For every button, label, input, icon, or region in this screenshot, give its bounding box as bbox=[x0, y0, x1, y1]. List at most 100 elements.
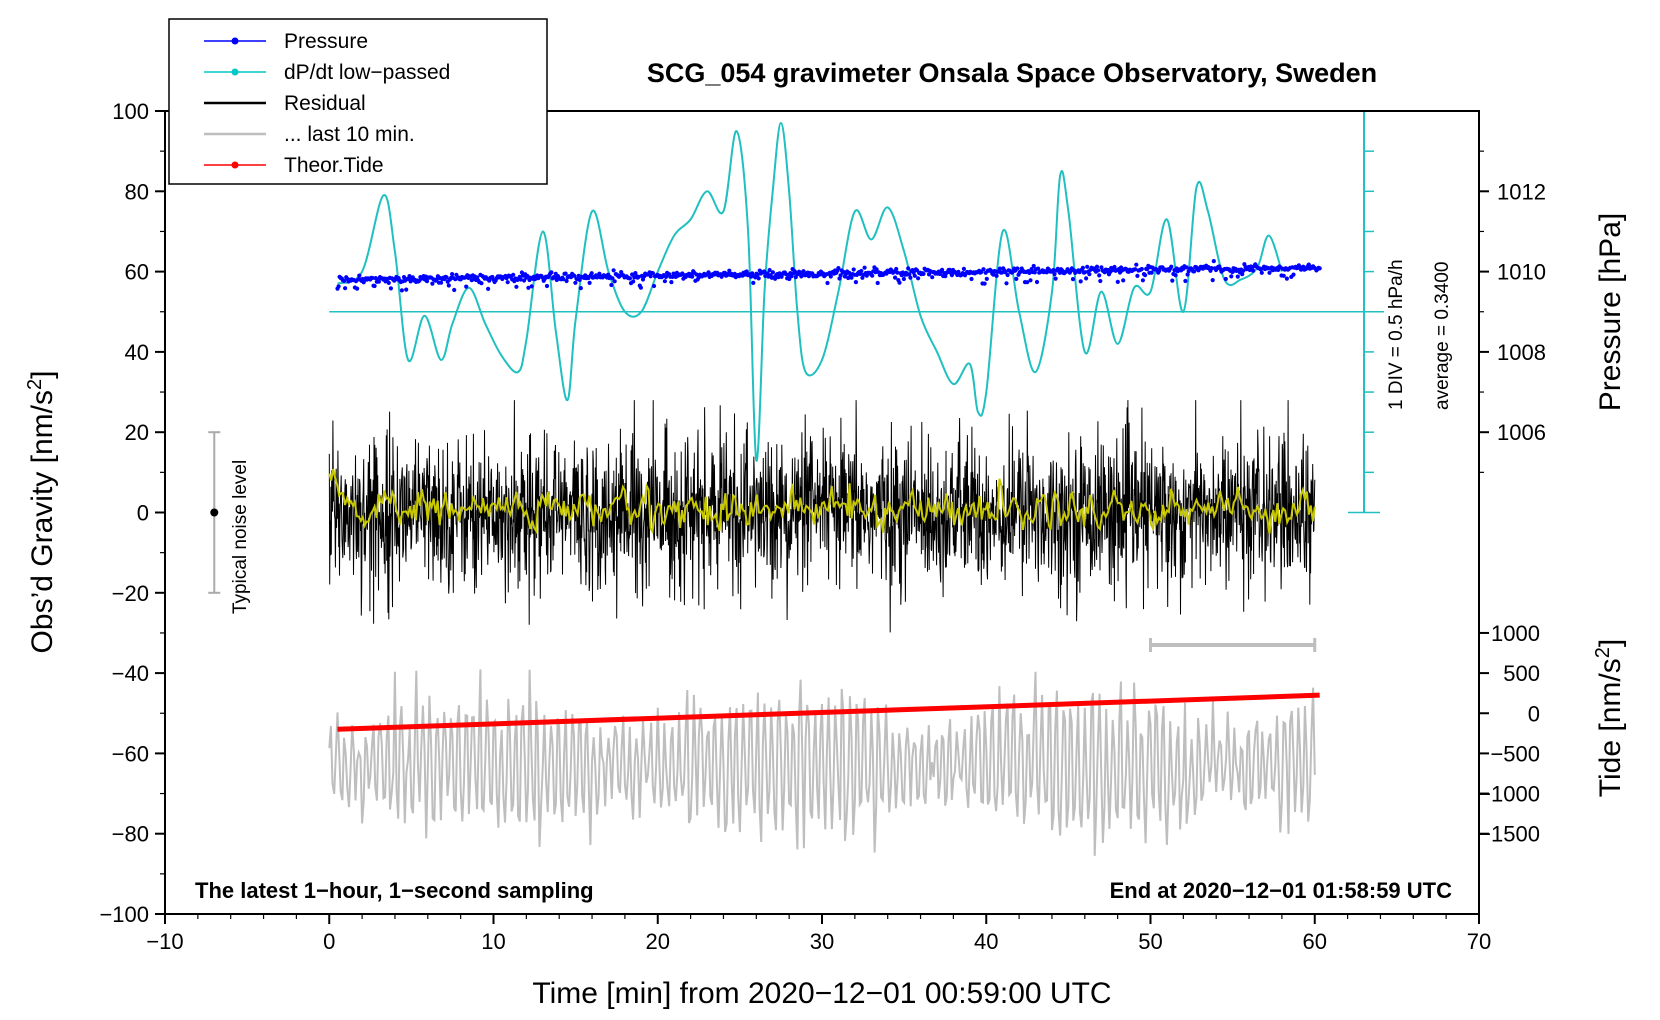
pressure-point bbox=[612, 279, 617, 284]
pressure-point bbox=[1143, 273, 1148, 278]
pressure-point bbox=[789, 274, 794, 279]
pressure-point bbox=[662, 279, 668, 284]
y-tick-label: 20 bbox=[125, 420, 149, 445]
pressure-point bbox=[544, 283, 550, 289]
pressure-point bbox=[755, 272, 760, 277]
tide-line bbox=[337, 692, 1320, 732]
pressure-point bbox=[984, 276, 989, 281]
pressure-point bbox=[450, 272, 455, 277]
pressure-point bbox=[853, 280, 859, 285]
legend-marker bbox=[231, 37, 239, 45]
pressure-point bbox=[611, 268, 616, 273]
axes: −10 0 10 20 30 40 50 60 70100806040200−20−40−60−… bbox=[99, 99, 1546, 954]
pressure-point bbox=[609, 282, 614, 288]
pressure-point bbox=[444, 275, 449, 280]
pressure-tick-label: 1010 bbox=[1497, 260, 1546, 285]
y-tick-label: 100 bbox=[112, 99, 149, 124]
pressure-point bbox=[1097, 273, 1102, 278]
pressure-point bbox=[529, 284, 534, 289]
y-tick-label: −20 bbox=[112, 581, 149, 606]
tide-tick-label: 1000 bbox=[1491, 621, 1540, 646]
pressure-point bbox=[969, 276, 974, 282]
pressure-point bbox=[930, 275, 935, 280]
pressure-point bbox=[636, 274, 641, 279]
legend-label: dP/dt low−passed bbox=[284, 61, 450, 84]
pressure-point bbox=[343, 286, 348, 291]
pressure-point bbox=[572, 273, 577, 278]
pressure-point bbox=[851, 267, 856, 272]
y-tick-label: −80 bbox=[112, 822, 149, 847]
div-label: 1 DIV = 0.5 hPa/h bbox=[1386, 259, 1407, 410]
pressure-point bbox=[1032, 270, 1037, 275]
pressure-point bbox=[1014, 276, 1019, 281]
average-label: average = 0.3400 bbox=[1432, 262, 1453, 410]
tide-tick-label: 0 bbox=[1528, 701, 1540, 726]
pressure-point bbox=[1031, 263, 1036, 269]
pressure-point bbox=[1027, 270, 1032, 275]
pressure-point bbox=[1251, 268, 1256, 273]
pressure-point bbox=[1094, 264, 1100, 269]
pressure-point bbox=[762, 269, 767, 274]
pressure-point bbox=[916, 276, 921, 281]
pressure-point bbox=[578, 286, 583, 291]
pressure-point bbox=[1140, 278, 1145, 283]
pressure-point bbox=[1281, 273, 1286, 278]
pressure-point bbox=[430, 281, 435, 286]
pressure-point bbox=[407, 274, 412, 279]
pressure-point bbox=[751, 280, 756, 285]
pressure-point bbox=[388, 286, 393, 291]
pressure-point bbox=[1082, 270, 1088, 275]
note-latest-hour: The latest 1−hour, 1−second sampling bbox=[195, 878, 594, 903]
pressure-point bbox=[1085, 264, 1090, 269]
pressure-point bbox=[357, 273, 362, 278]
pressure-point bbox=[1025, 280, 1030, 285]
pressure-point bbox=[756, 276, 761, 281]
pressure-point bbox=[1080, 265, 1085, 270]
pressure-point bbox=[519, 270, 525, 275]
pressure-point bbox=[1240, 272, 1245, 277]
pressure-point bbox=[589, 271, 594, 276]
pressure-tick-label: 1006 bbox=[1497, 420, 1546, 445]
pressure-point bbox=[1317, 266, 1322, 271]
pressure-point bbox=[549, 270, 554, 275]
tide-tick-label: −1500 bbox=[1478, 822, 1540, 847]
pressure-point bbox=[921, 271, 926, 276]
legend-marker bbox=[231, 161, 239, 169]
pressure-point bbox=[1192, 269, 1197, 274]
pressure-point bbox=[1184, 265, 1189, 270]
pressure-point bbox=[1134, 262, 1139, 267]
note-end-time: End at 2020−12−01 01:58:59 UTC bbox=[1110, 878, 1453, 903]
pressure-point bbox=[372, 283, 377, 289]
pressure-point bbox=[669, 280, 674, 285]
tide-tick-label: −500 bbox=[1490, 741, 1540, 766]
pressure-point bbox=[610, 276, 615, 281]
pressure-point bbox=[1115, 279, 1120, 284]
pressure-point bbox=[401, 275, 407, 280]
x-tick-label: 30 bbox=[810, 929, 834, 954]
pressure-point bbox=[376, 279, 381, 284]
pressure-series bbox=[335, 259, 1322, 293]
pressure-point bbox=[522, 278, 527, 283]
pressure-point bbox=[439, 280, 444, 285]
noise-level-label: Typical noise level bbox=[230, 460, 251, 614]
pressure-point bbox=[690, 274, 695, 279]
pressure-point bbox=[770, 270, 776, 275]
pressure-point bbox=[1157, 268, 1162, 273]
legend-box bbox=[168, 18, 548, 185]
pressure-point bbox=[1036, 266, 1041, 271]
pressure-point bbox=[994, 273, 999, 278]
pressure-point bbox=[859, 268, 864, 274]
pressure-point bbox=[943, 274, 948, 279]
pressure-point bbox=[1004, 281, 1009, 286]
pressure-point bbox=[836, 266, 841, 271]
pressure-point bbox=[479, 281, 484, 286]
pressure-point bbox=[911, 270, 916, 275]
pressure-point bbox=[893, 275, 898, 280]
pressure-point bbox=[1291, 272, 1296, 277]
pressure-point bbox=[355, 286, 360, 291]
pressure-point bbox=[793, 275, 798, 280]
legend-label: Residual bbox=[284, 92, 366, 115]
pressure-point bbox=[486, 286, 491, 291]
pressure-point bbox=[505, 280, 510, 285]
